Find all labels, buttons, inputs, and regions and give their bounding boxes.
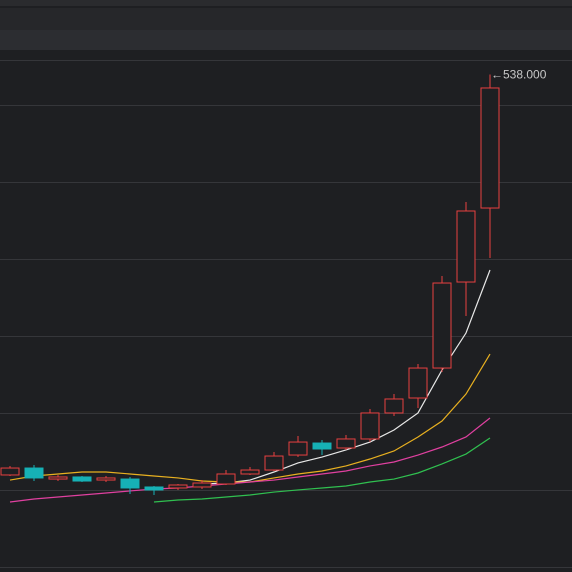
- candle-body: [336, 438, 356, 449]
- ma-line: [153, 437, 491, 503]
- candle-body: [168, 484, 188, 489]
- candle-body: [0, 467, 20, 476]
- candle-body: [216, 473, 236, 485]
- candle-body: [360, 412, 380, 440]
- candle-body: [192, 482, 212, 488]
- candle-body: [288, 441, 308, 456]
- candle-body: [264, 455, 284, 471]
- candle-body: [384, 398, 404, 414]
- top-bar: [0, 0, 572, 6]
- candle-body: [408, 367, 428, 399]
- toolbar: [0, 8, 572, 30]
- candle-body: [48, 476, 68, 480]
- candle-body: [432, 282, 452, 369]
- candle-body: [96, 477, 116, 481]
- candle-body: [456, 210, 476, 283]
- grid: [0, 60, 572, 568]
- candle-body: [144, 486, 164, 491]
- candle-body: [72, 476, 92, 482]
- candle-body: [312, 442, 332, 450]
- candle-body: [120, 478, 140, 489]
- ma-line: [9, 417, 491, 503]
- candle-body: [240, 469, 260, 475]
- toolbar: [0, 30, 572, 50]
- candle-body: [24, 467, 44, 479]
- high-label: ←538.000: [491, 68, 547, 82]
- candle-body: [480, 87, 500, 209]
